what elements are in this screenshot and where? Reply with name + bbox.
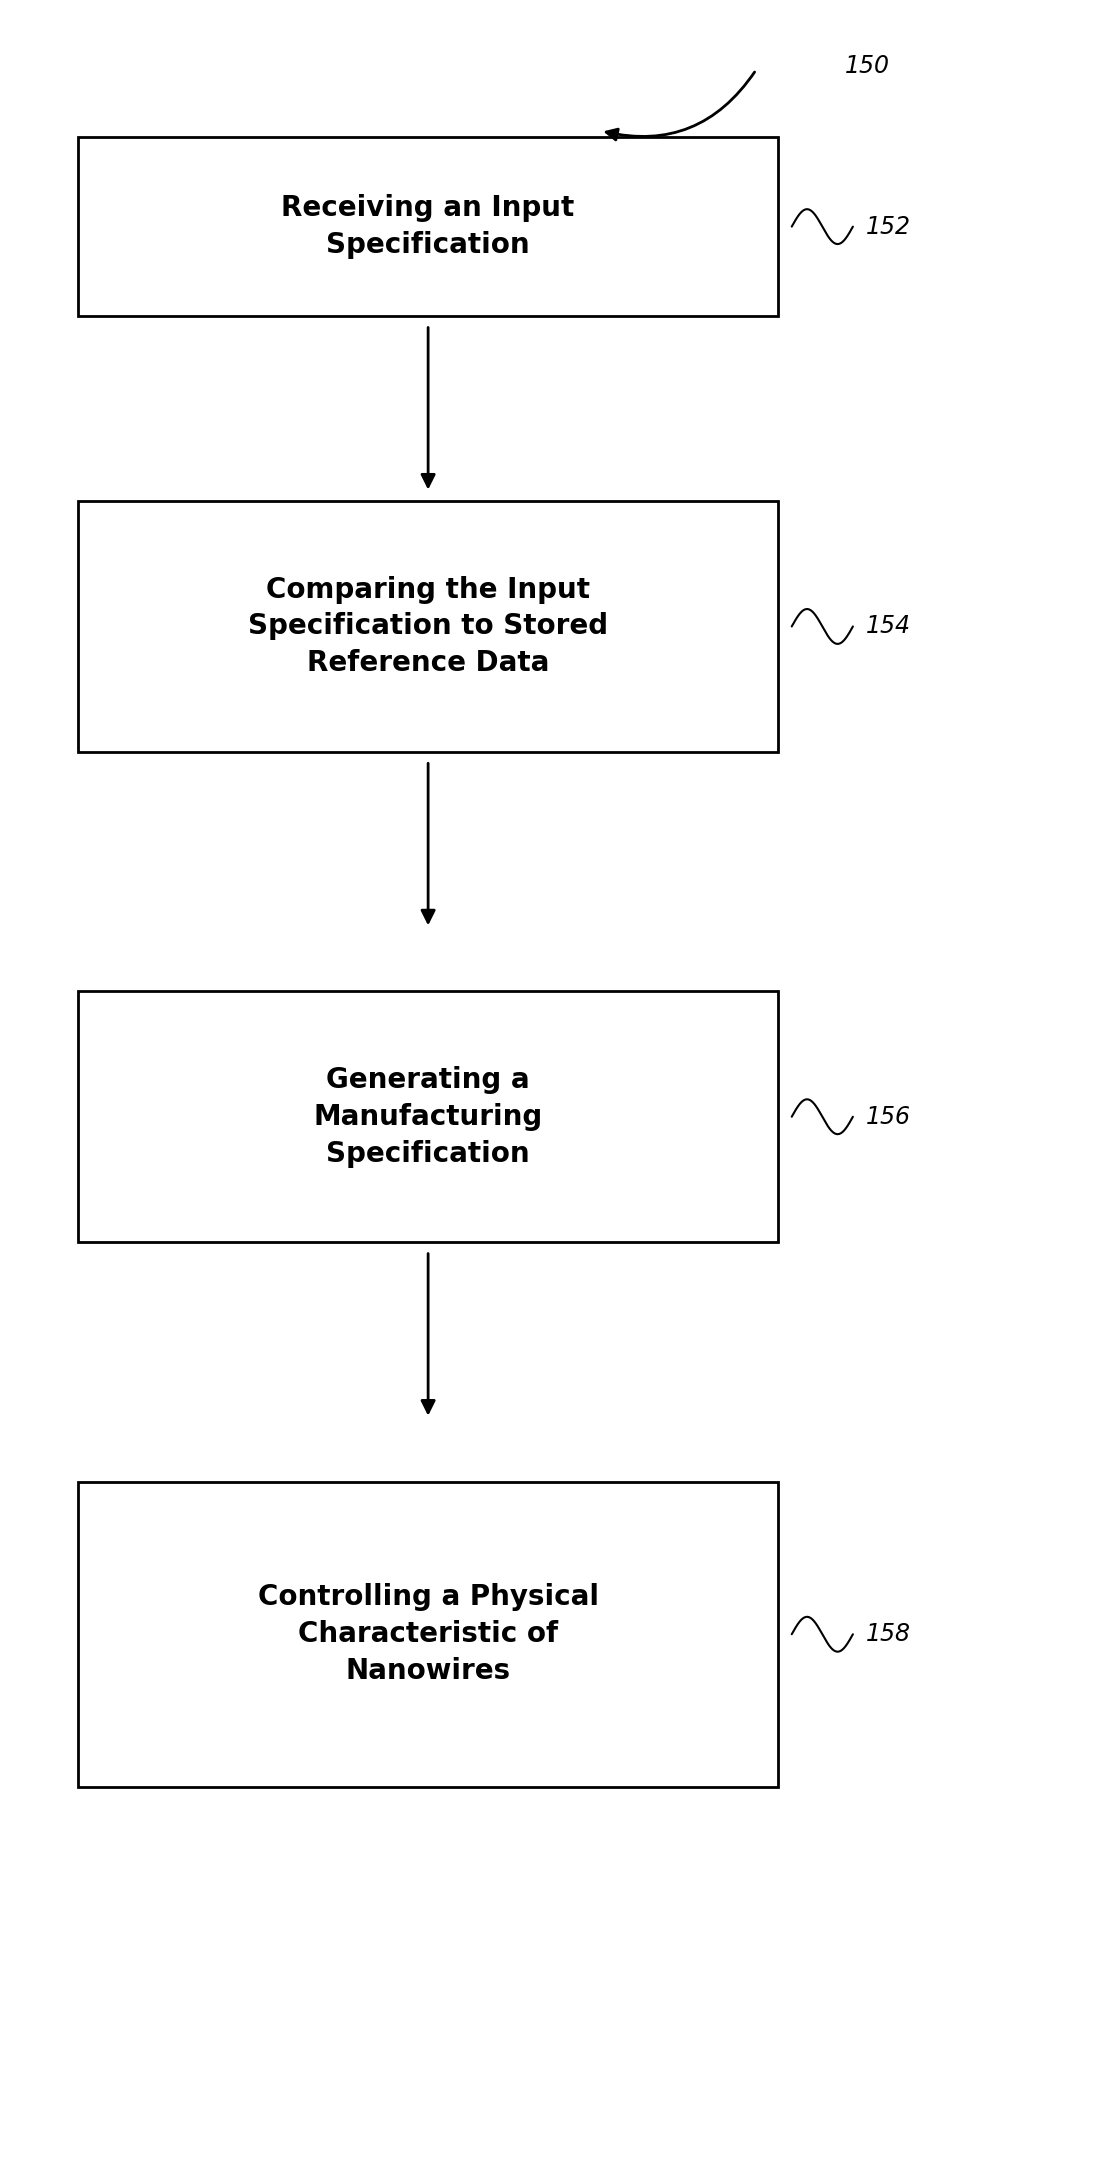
Bar [78, 137, 778, 316]
Bar [78, 501, 778, 752]
Text: 150: 150 [845, 54, 890, 78]
Text: 154: 154 [866, 614, 911, 638]
Text: Controlling a Physical
Characteristic of
Nanowires: Controlling a Physical Characteristic of… [258, 1584, 598, 1684]
Bar [78, 1482, 778, 1787]
Text: 156: 156 [866, 1105, 911, 1129]
Text: 158: 158 [866, 1621, 911, 1647]
Text: 152: 152 [866, 214, 911, 240]
Text: Receiving an Input
Specification: Receiving an Input Specification [281, 194, 575, 259]
Text: Comparing the Input
Specification to Stored
Reference Data: Comparing the Input Specification to Sto… [248, 575, 608, 678]
Bar [78, 991, 778, 1242]
Text: Generating a
Manufacturing
Specification: Generating a Manufacturing Specification [314, 1066, 543, 1168]
